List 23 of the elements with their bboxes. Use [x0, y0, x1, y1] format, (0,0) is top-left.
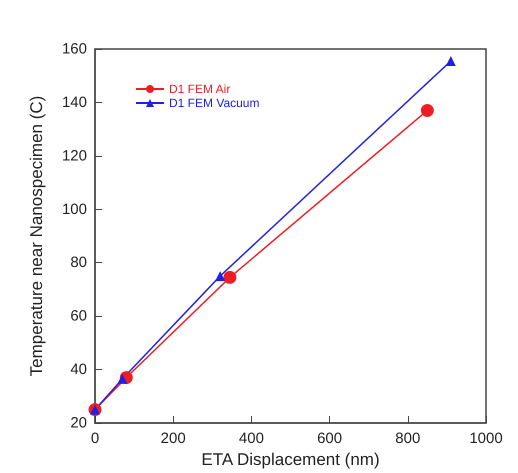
x-tick-label: 1000 [469, 430, 503, 447]
legend-label: D1 FEM Air [169, 82, 230, 96]
y-tick-label: 140 [62, 94, 87, 111]
y-tick-label: 40 [70, 361, 87, 378]
y-tick-label: 80 [70, 254, 87, 272]
point [420, 104, 434, 117]
y-tick-label: 20 [70, 414, 87, 432]
x-tick-label: 400 [238, 430, 264, 447]
y-tick-label: 160 [62, 40, 87, 58]
legend-label: D1 FEM Vacuum [169, 96, 260, 110]
x-tick-label: 800 [395, 430, 420, 447]
x-tick-label: 0 [90, 430, 100, 447]
point [446, 56, 456, 66]
x-axis-title: ETA Displacement (nm) [201, 450, 380, 469]
point [223, 270, 236, 284]
x-tick-label: 200 [160, 430, 186, 447]
y-axis-title: Temperature near Nanospecimen (C) [27, 96, 46, 376]
point [117, 374, 128, 384]
y-tick-label: 60 [70, 308, 87, 325]
x-tick-label: 600 [317, 430, 342, 447]
y-tick-label: 120 [62, 147, 87, 164]
y-tick-label: 100 [62, 200, 87, 218]
point [215, 271, 226, 282]
